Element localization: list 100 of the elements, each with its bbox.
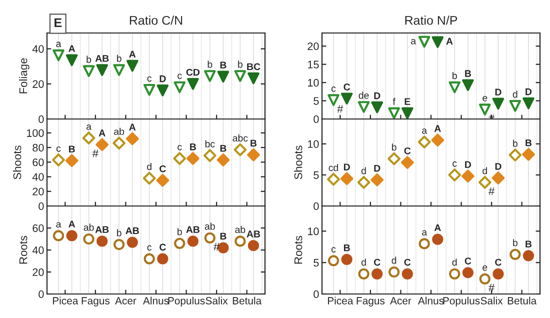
y-tick-label: 20 (32, 268, 44, 276)
y-axis-title: Foliage (19, 58, 30, 94)
data-label: ab (204, 222, 215, 230)
data-label: c (178, 144, 182, 150)
y-tick-label: 5 (314, 171, 319, 179)
y-tick-label: 60 (32, 224, 44, 232)
x-tick-label: Betula (232, 296, 262, 304)
data-label: d (361, 258, 366, 266)
chart-title: Ratio C/N (130, 16, 182, 25)
y-axis-title: Shoots (294, 146, 302, 180)
annotation: # (488, 284, 495, 292)
data-label: f (392, 98, 396, 105)
data-label: a (422, 230, 428, 236)
data-label: c (147, 245, 152, 251)
data-label: abc (232, 134, 248, 142)
y-axis-title: Roots (19, 236, 28, 264)
data-label: C (160, 165, 166, 172)
data-label: B (344, 244, 350, 252)
data-label: A (98, 130, 106, 136)
data-label: ab (114, 128, 124, 135)
x-tick-label: Fagus (82, 297, 110, 306)
y-tick-label: 5 (314, 259, 319, 267)
data-label: AB (246, 230, 260, 238)
data-label: B (68, 146, 75, 152)
data-label: d (147, 162, 152, 170)
data-label: D (344, 164, 350, 170)
annotation: # (488, 187, 495, 195)
y-tick-label: 20 (32, 80, 44, 88)
data-label: a (411, 39, 416, 44)
x-tick-label: Populus (443, 296, 480, 306)
data-label: b (208, 60, 212, 68)
y-tick-label: 10 (308, 140, 319, 148)
data-label: c (331, 86, 336, 92)
data-label: D (526, 88, 532, 96)
data-label: c (56, 146, 61, 152)
data-label: A (446, 38, 453, 45)
data-label: D (495, 163, 502, 170)
y-tick-label: 0 (38, 115, 44, 124)
data-label: B (465, 70, 472, 77)
data-label: d (452, 258, 457, 266)
x-tick-label: Acer (115, 297, 136, 304)
x-tick-label: Fagus (356, 297, 385, 306)
annotation: # (337, 105, 344, 113)
x-tick-label: Populus (168, 296, 205, 306)
data-label: d (482, 167, 487, 174)
y-tick-label: 10 (308, 228, 319, 236)
annotation: # (92, 150, 98, 158)
y-tick-label: 5 (314, 97, 319, 105)
x-tick-label: Picea (328, 296, 354, 304)
data-label: a (56, 42, 62, 48)
data-label: b (452, 72, 457, 80)
data-label: B (250, 140, 257, 147)
y-tick-label: 40 (32, 45, 44, 53)
y-tick-label: 0 (38, 202, 44, 210)
data-label: cd (328, 164, 338, 172)
y-tick-label: 80 (32, 144, 44, 152)
data-label: b (392, 143, 396, 151)
y-tick-label: 0 (314, 202, 319, 210)
data-label: A (68, 220, 76, 228)
y-tick-label: 60 (32, 158, 44, 166)
data-label: B (220, 144, 226, 152)
data-label: AB (186, 226, 200, 233)
data-label: A (129, 50, 136, 58)
data-label: d (392, 256, 396, 264)
x-tick-label: Picea (52, 296, 78, 304)
x-tick-label: Salix (480, 296, 503, 304)
data-label: d (512, 90, 518, 98)
data-label: a (86, 124, 92, 130)
data-label: D (374, 92, 380, 100)
data-label: b (178, 228, 182, 236)
chart-title: Ratio N/P (405, 16, 458, 25)
y-tick-label: 20 (32, 188, 44, 196)
data-label: c (147, 76, 152, 82)
data-label: B (526, 240, 532, 248)
data-label: B (220, 62, 226, 68)
data-label: c (178, 74, 182, 80)
x-tick-label: Acer (390, 297, 412, 304)
data-label: ab (84, 224, 94, 231)
y-tick-label: 10 (308, 78, 319, 87)
data-label: D (374, 164, 380, 172)
x-tick-label: Salix (206, 296, 228, 304)
data-label: D (465, 161, 472, 168)
data-label: B (220, 232, 226, 240)
data-label: de (358, 92, 369, 99)
x-tick-label: Betula (508, 296, 537, 304)
x-tick-label: Alnus (418, 296, 444, 304)
data-label: bc (205, 140, 215, 148)
data-label: b (513, 239, 518, 246)
data-label: b (116, 229, 122, 236)
data-label: b (238, 60, 242, 68)
y-axis-title: Shoots (13, 146, 22, 180)
data-label: B (526, 139, 532, 146)
data-label: C (344, 84, 350, 90)
data-label: C (404, 147, 411, 154)
data-label: e (482, 265, 488, 271)
y-tick-label: 40 (32, 246, 44, 254)
y-tick-label: 15 (308, 60, 319, 68)
data-label: b (513, 140, 518, 147)
data-label: c (331, 247, 336, 253)
data-label: AB (95, 55, 109, 62)
